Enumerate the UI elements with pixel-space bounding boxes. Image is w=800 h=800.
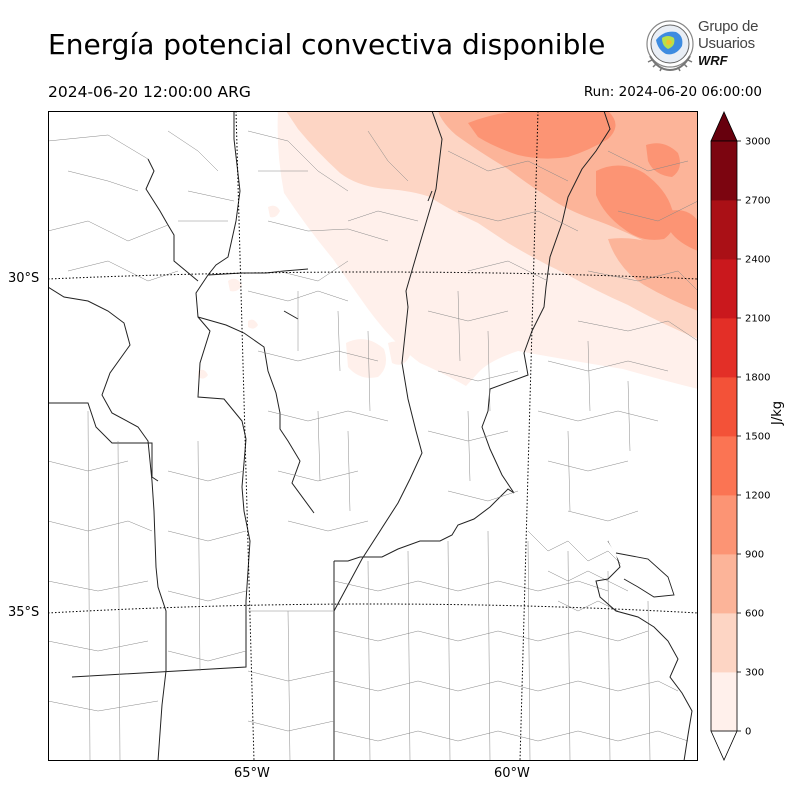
colorbar-band-2700 — [711, 141, 737, 201]
wrf-logo — [646, 20, 694, 72]
logo-text: Grupo de Usuarios WRF — [698, 18, 758, 69]
colorbar-extend-max — [710, 111, 738, 142]
colorbar-tick-label: 600 — [745, 609, 764, 620]
lat-label-35s: 35°S — [8, 605, 40, 620]
province-borders — [48, 111, 611, 761]
colorbar-band-900 — [711, 495, 737, 555]
colorbar-unit-label: J/kg — [770, 401, 785, 425]
coastline — [595, 540, 693, 761]
colorbar-tick-label: 900 — [745, 550, 764, 561]
buenos-aires-partidos — [333, 530, 689, 761]
colorbar-band-2400 — [711, 200, 737, 260]
graticule — [48, 111, 698, 761]
globe-emblem-icon — [646, 20, 694, 72]
cape-contour-900-1200 — [468, 111, 616, 159]
logo-line-2: Usuarios — [698, 35, 755, 52]
cape-map — [48, 111, 698, 761]
lat-label-30s: 30°S — [8, 271, 40, 286]
colorbar-tick-label: 2700 — [745, 196, 770, 207]
parallel-30s — [48, 271, 698, 280]
lon-label-65w: 65°W — [234, 766, 270, 781]
colorbar-tick-label: 300 — [745, 668, 764, 679]
logo-line-3: WRF — [698, 53, 728, 68]
colorbar-band-600 — [711, 554, 737, 614]
colorbar-band-2100 — [711, 259, 737, 319]
chart-title: Energía potencial convectiva disponible — [48, 28, 606, 61]
colorbar-tick-label: 1500 — [745, 432, 770, 443]
lon-label-60w: 60°W — [494, 766, 530, 781]
parallel-35s — [48, 603, 698, 614]
colorbar-band-1800 — [711, 318, 737, 378]
valid-time: 2024-06-20 12:00:00 ARG — [48, 83, 251, 101]
colorbar-band-1200 — [711, 436, 737, 496]
colorbar-band-0 — [711, 672, 737, 732]
department-borders — [48, 130, 698, 761]
run-time: Run: 2024-06-20 06:00:00 — [583, 84, 762, 100]
colorbar-tick-label: 1800 — [745, 373, 770, 384]
colorbar-band-1500 — [711, 377, 737, 437]
colorbar-extend-min — [710, 730, 738, 761]
logo-line-1: Grupo de — [698, 18, 759, 35]
colorbar-band-300 — [711, 613, 737, 673]
colorbar-tick-label: 2400 — [745, 255, 770, 266]
colorbar-tick-label: 3000 — [745, 137, 770, 148]
colorbar: 0 300 600 900 1200 1500 1800 2100 2400 2700 3000 — [710, 111, 770, 761]
colorbar-tick-label: 0 — [745, 727, 751, 738]
colorbar-tick-label: 1200 — [745, 491, 770, 502]
colorbar-tick-label: 2100 — [745, 314, 770, 325]
